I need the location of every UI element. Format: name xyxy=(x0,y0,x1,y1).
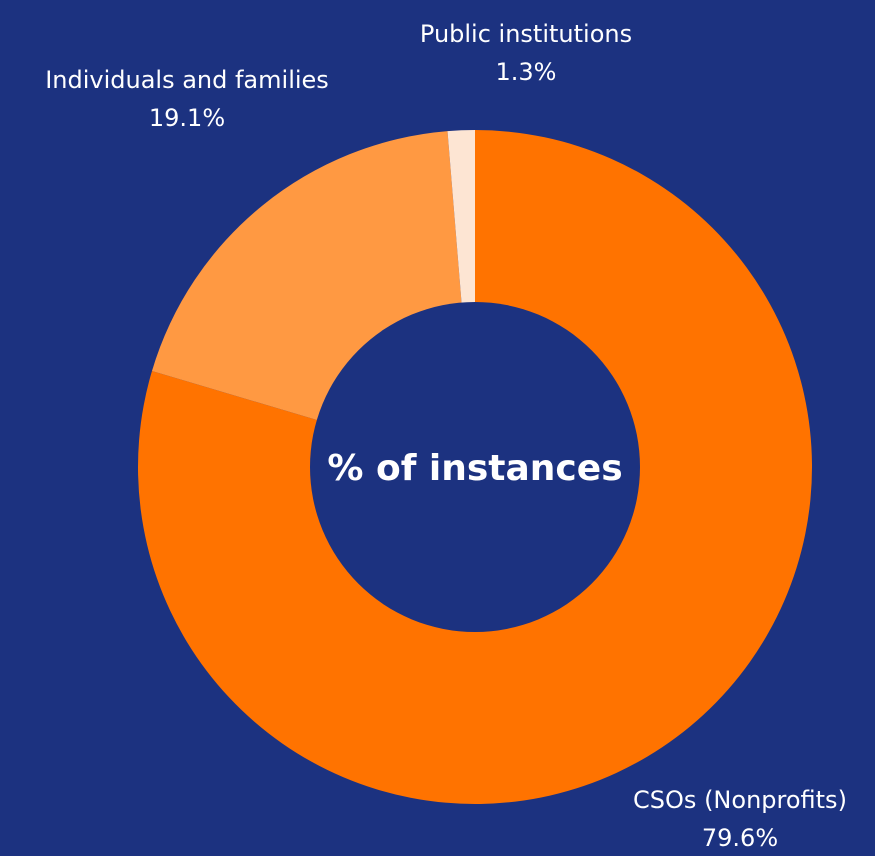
slice-label-name: Public institutions xyxy=(420,20,632,48)
center-label: % of instances xyxy=(327,448,622,489)
slice-label-value: 19.1% xyxy=(149,104,225,132)
slice-labels: CSOs (Nonprofits) 79.6% Individuals and fa… xyxy=(45,20,847,852)
slice-label-name: CSOs (Nonprofits) xyxy=(633,786,847,814)
slice-label-value: 79.6% xyxy=(702,824,778,852)
slice-label-name: Individuals and families xyxy=(45,66,329,94)
slice-label-value: 1.3% xyxy=(496,58,557,86)
donut-hole xyxy=(310,302,640,632)
